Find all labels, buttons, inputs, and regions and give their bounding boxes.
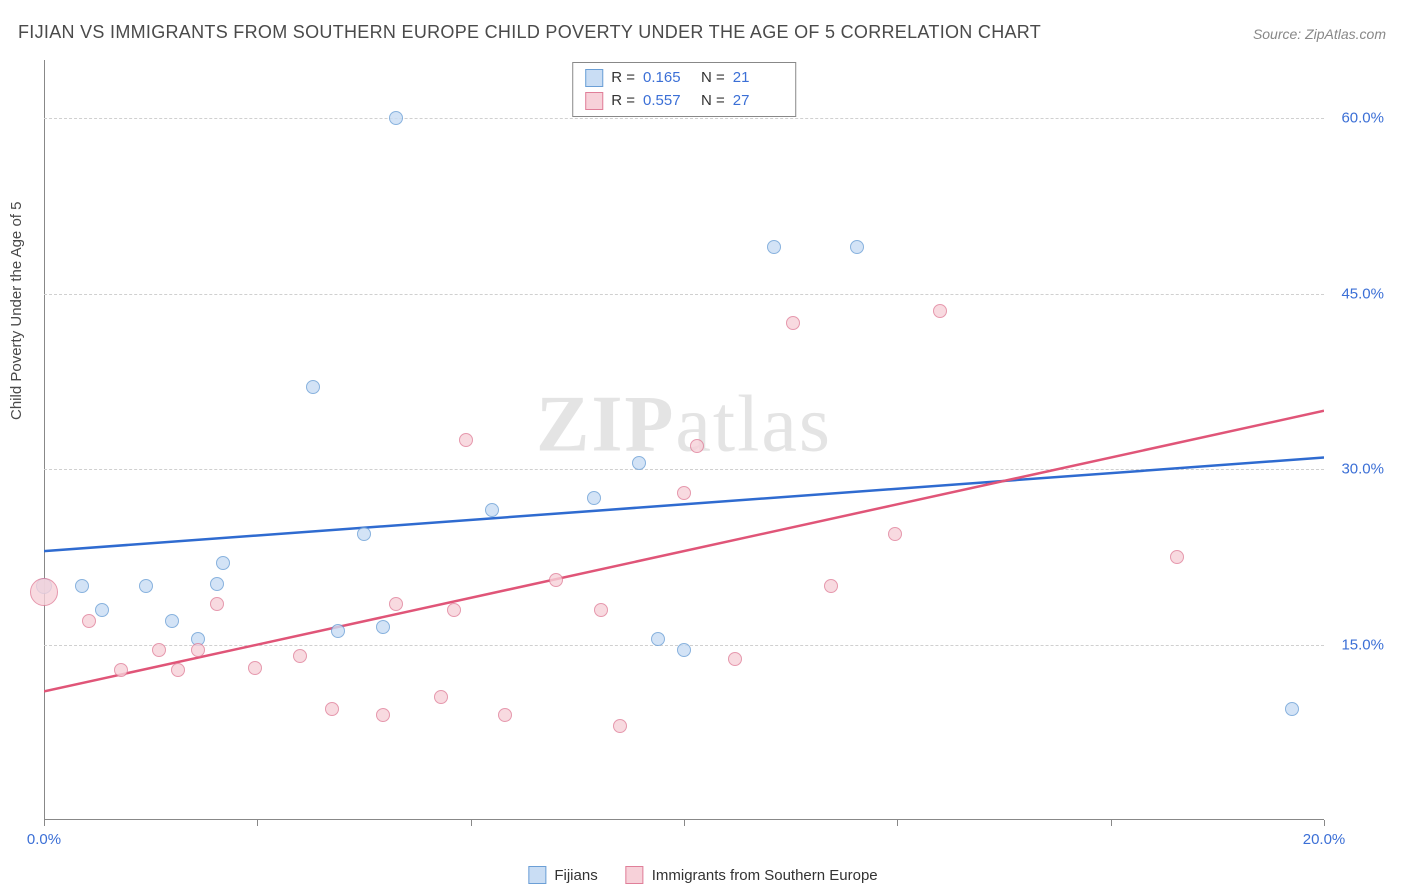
- data-point: [677, 486, 691, 500]
- x-tick-mark: [684, 820, 685, 826]
- trend-lines: [44, 60, 1324, 820]
- y-axis-label: Child Poverty Under the Age of 5: [8, 202, 25, 420]
- data-point: [434, 690, 448, 704]
- y-tick-label: 45.0%: [1341, 285, 1384, 302]
- data-point: [114, 663, 128, 677]
- bottom-legend: Fijians Immigrants from Southern Europe: [528, 866, 877, 884]
- data-point: [248, 661, 262, 675]
- data-point: [498, 708, 512, 722]
- data-point: [306, 380, 320, 394]
- data-point: [459, 433, 473, 447]
- data-point: [389, 111, 403, 125]
- data-point: [75, 579, 89, 593]
- data-point: [447, 603, 461, 617]
- data-point: [376, 708, 390, 722]
- data-point: [152, 643, 166, 657]
- data-point: [632, 456, 646, 470]
- x-tick-mark: [1111, 820, 1112, 826]
- grid-line: [44, 469, 1324, 470]
- legend-item-fijians: Fijians: [528, 866, 597, 884]
- x-tick-label: 0.0%: [27, 831, 61, 848]
- data-point: [389, 597, 403, 611]
- trend-line: [44, 458, 1324, 552]
- data-point: [786, 316, 800, 330]
- data-point: [690, 439, 704, 453]
- y-axis: [44, 60, 45, 820]
- data-point: [767, 240, 781, 254]
- x-tick-mark: [257, 820, 258, 826]
- data-point: [171, 663, 185, 677]
- x-tick-mark: [44, 820, 45, 826]
- y-tick-label: 30.0%: [1341, 461, 1384, 478]
- data-point: [216, 556, 230, 570]
- stats-row-immigrants: R = 0.557 N = 27: [585, 90, 783, 113]
- data-point: [95, 603, 109, 617]
- source-attribution: Source: ZipAtlas.com: [1253, 26, 1386, 42]
- data-point: [30, 578, 58, 606]
- data-point: [331, 624, 345, 638]
- data-point: [850, 240, 864, 254]
- stats-row-fijians: R = 0.165 N = 21: [585, 67, 783, 90]
- data-point: [357, 527, 371, 541]
- data-point: [613, 719, 627, 733]
- data-point: [549, 573, 563, 587]
- data-point: [139, 579, 153, 593]
- data-point: [325, 702, 339, 716]
- data-point: [594, 603, 608, 617]
- legend-swatch-fijians: [528, 866, 546, 884]
- data-point: [485, 503, 499, 517]
- legend-swatch-immigrants: [626, 866, 644, 884]
- x-tick-mark: [897, 820, 898, 826]
- data-point: [165, 614, 179, 628]
- data-point: [888, 527, 902, 541]
- data-point: [376, 620, 390, 634]
- data-point: [728, 652, 742, 666]
- swatch-fijians: [585, 69, 603, 87]
- x-tick-mark: [1324, 820, 1325, 826]
- data-point: [293, 649, 307, 663]
- grid-line: [44, 118, 1324, 119]
- legend-item-immigrants: Immigrants from Southern Europe: [626, 866, 878, 884]
- grid-line: [44, 294, 1324, 295]
- x-tick-mark: [471, 820, 472, 826]
- y-tick-label: 15.0%: [1341, 636, 1384, 653]
- x-tick-label: 20.0%: [1303, 831, 1346, 848]
- plot-area: ZIPatlas 15.0%30.0%45.0%60.0% 0.0%20.0% …: [44, 60, 1324, 820]
- data-point: [210, 577, 224, 591]
- stats-legend-box: R = 0.165 N = 21 R = 0.557 N = 27: [572, 62, 796, 117]
- data-point: [82, 614, 96, 628]
- chart-title: FIJIAN VS IMMIGRANTS FROM SOUTHERN EUROP…: [18, 22, 1041, 43]
- swatch-immigrants: [585, 92, 603, 110]
- data-point: [1170, 550, 1184, 564]
- data-point: [933, 304, 947, 318]
- data-point: [824, 579, 838, 593]
- data-point: [677, 643, 691, 657]
- data-point: [651, 632, 665, 646]
- data-point: [191, 643, 205, 657]
- data-point: [210, 597, 224, 611]
- y-tick-label: 60.0%: [1341, 110, 1384, 127]
- data-point: [1285, 702, 1299, 716]
- data-point: [587, 491, 601, 505]
- watermark: ZIPatlas: [536, 379, 832, 470]
